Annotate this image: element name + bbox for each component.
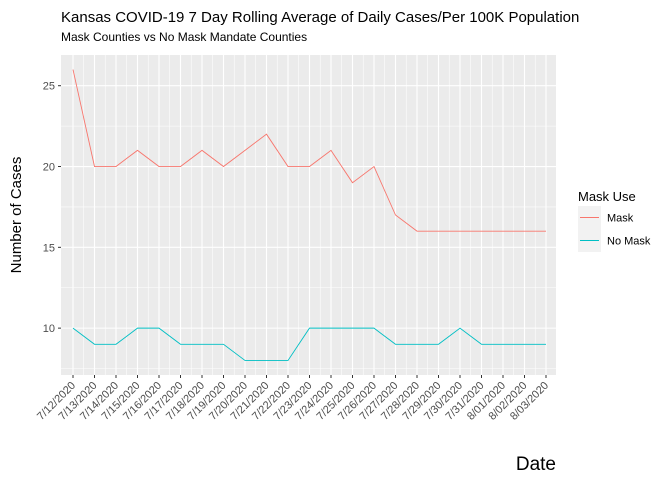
y-axis-title: Number of Cases xyxy=(8,157,25,274)
y-tick-label: 15 xyxy=(43,242,55,254)
x-axis-title: Date xyxy=(516,454,556,475)
chart-subtitle: Mask Counties vs No Mask Mandate Countie… xyxy=(61,30,307,44)
legend-title: Mask Use xyxy=(578,189,636,204)
major-gridlines xyxy=(61,55,556,375)
series-lines xyxy=(72,69,546,361)
x-axis: 7/12/20207/13/20207/14/20207/15/20207/16… xyxy=(35,375,551,423)
series-line-mask xyxy=(72,69,546,232)
legend-label-mask: Mask xyxy=(607,213,634,225)
y-tick-label: 25 xyxy=(43,81,55,93)
y-tick-label: 20 xyxy=(43,162,55,174)
legend: Mask Use Mask No Mask xyxy=(578,189,651,252)
minor-gridlines xyxy=(61,55,556,375)
series-line-no-mask xyxy=(72,327,546,361)
plot-panel xyxy=(61,55,556,375)
legend-label-no-mask: No Mask xyxy=(607,236,651,248)
y-axis: 10 15 20 25 xyxy=(43,81,61,335)
chart-title: Kansas COVID-19 7 Day Rolling Average of… xyxy=(61,9,579,26)
y-tick-label: 10 xyxy=(43,323,55,335)
